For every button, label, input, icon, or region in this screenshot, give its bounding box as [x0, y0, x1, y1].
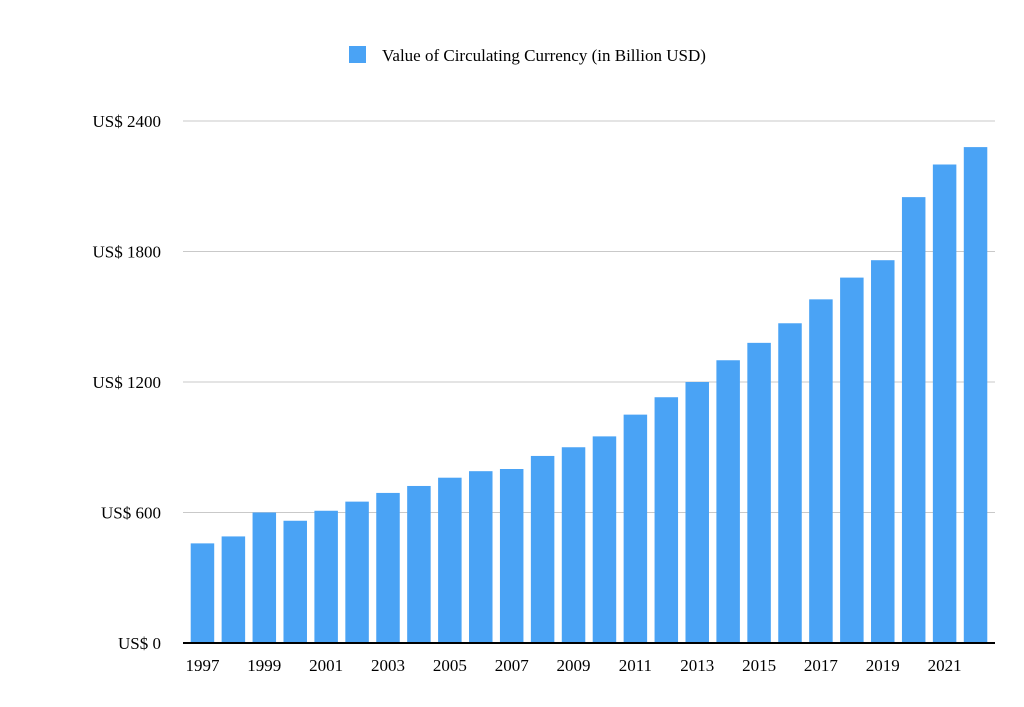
legend-swatch [349, 46, 366, 63]
bar-2004 [407, 485, 431, 643]
bar-2006 [469, 471, 493, 643]
x-tick-label: 1997 [185, 656, 220, 675]
x-tick-label: 2021 [928, 656, 962, 675]
x-axis-tick-labels: 1997 1999 2001 2003 2005 2007 2009 2011 2013 2015… [185, 656, 961, 675]
bar-2022 [963, 147, 988, 643]
y-tick-label: US$ 1800 [93, 243, 161, 262]
legend: Value of Circulating Currency (in Billio… [349, 46, 706, 65]
bar-1999 [252, 512, 277, 643]
y-tick-label: US$ 1200 [93, 373, 161, 392]
x-tick-label: 2019 [866, 656, 900, 675]
bar-1998 [221, 536, 246, 643]
bar-2014 [716, 360, 740, 643]
bar-2010 [592, 436, 617, 644]
bars [190, 147, 988, 644]
y-tick-label: US$ 0 [118, 634, 161, 653]
x-tick-label: 1999 [247, 656, 281, 675]
bar-2011 [623, 414, 648, 644]
bar-2008 [530, 455, 555, 643]
x-tick-label: 2017 [804, 656, 839, 675]
bar-2018 [840, 277, 864, 643]
bar-2005 [438, 477, 462, 643]
bar-2003 [376, 492, 400, 643]
bar-1997 [190, 543, 215, 643]
bar-2007 [499, 469, 524, 643]
bar-2015 [747, 342, 771, 643]
bar-2002 [345, 501, 369, 644]
x-tick-label: 2015 [742, 656, 776, 675]
bar-2016 [778, 323, 802, 643]
x-tick-label: 2009 [557, 656, 591, 675]
x-tick-label: 2001 [309, 656, 343, 675]
bar-2001 [314, 510, 338, 643]
bar-2009 [561, 447, 586, 643]
bar-2020 [901, 197, 926, 644]
x-tick-label: 2007 [495, 656, 530, 675]
x-tick-label: 2013 [680, 656, 714, 675]
y-tick-label: US$ 2400 [93, 112, 161, 131]
x-tick-label: 2011 [619, 656, 652, 675]
y-axis-tick-labels: US$ 0 US$ 600 US$ 1200 US$ 1800 US$ 2400 [93, 112, 161, 653]
bar-2021 [932, 164, 957, 643]
bar-2019 [871, 260, 895, 643]
bar-2012 [654, 397, 679, 643]
bar-2013 [685, 382, 709, 643]
x-tick-label: 2003 [371, 656, 405, 675]
bar-2017 [809, 299, 833, 643]
bar-2000 [283, 520, 307, 643]
legend-label: Value of Circulating Currency (in Billio… [382, 46, 706, 65]
y-tick-label: US$ 600 [101, 504, 161, 523]
x-tick-label: 2005 [433, 656, 467, 675]
